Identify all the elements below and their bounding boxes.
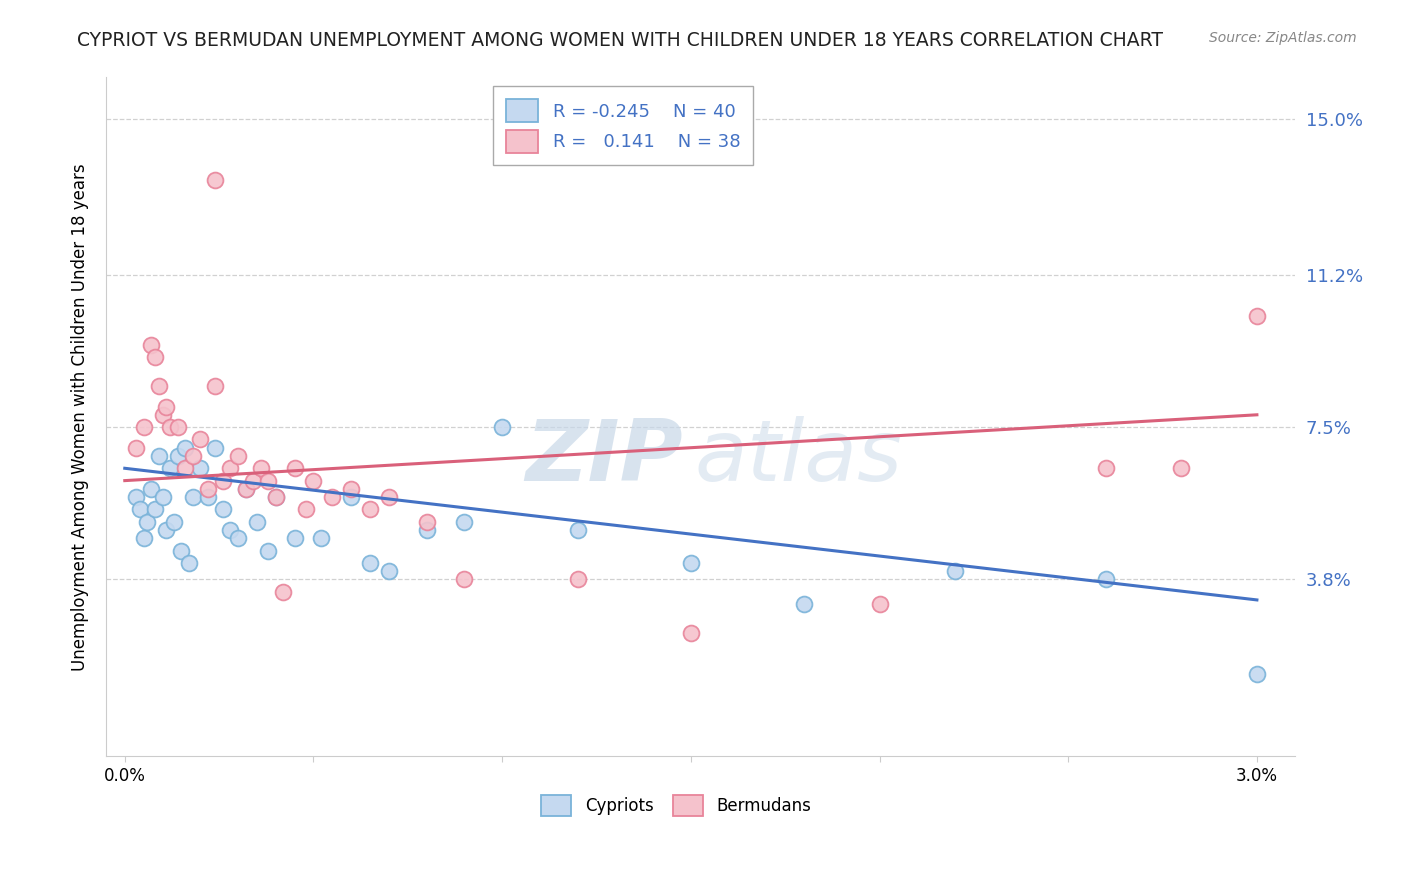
- Point: [321, 490, 343, 504]
- Legend: Cypriots, Bermudans: Cypriots, Bermudans: [534, 788, 818, 822]
- Point: [679, 556, 702, 570]
- Point: [219, 461, 242, 475]
- Point: [204, 379, 226, 393]
- Point: [174, 461, 197, 475]
- Point: [491, 420, 513, 434]
- Point: [242, 474, 264, 488]
- Point: [155, 400, 177, 414]
- Point: [246, 515, 269, 529]
- Point: [284, 531, 307, 545]
- Point: [170, 543, 193, 558]
- Point: [148, 449, 170, 463]
- Point: [340, 482, 363, 496]
- Point: [264, 490, 287, 504]
- Point: [1095, 461, 1118, 475]
- Point: [155, 523, 177, 537]
- Point: [128, 502, 150, 516]
- Text: atlas: atlas: [695, 416, 903, 500]
- Point: [869, 597, 891, 611]
- Point: [1246, 667, 1268, 681]
- Point: [177, 556, 200, 570]
- Point: [302, 474, 325, 488]
- Point: [152, 490, 174, 504]
- Text: CYPRIOT VS BERMUDAN UNEMPLOYMENT AMONG WOMEN WITH CHILDREN UNDER 18 YEARS CORREL: CYPRIOT VS BERMUDAN UNEMPLOYMENT AMONG W…: [77, 31, 1163, 50]
- Point: [378, 564, 401, 578]
- Point: [249, 461, 271, 475]
- Text: ZIP: ZIP: [524, 416, 682, 500]
- Point: [309, 531, 332, 545]
- Point: [197, 482, 219, 496]
- Point: [188, 433, 211, 447]
- Point: [212, 502, 235, 516]
- Point: [125, 441, 148, 455]
- Point: [159, 461, 181, 475]
- Point: [1170, 461, 1192, 475]
- Point: [181, 490, 204, 504]
- Point: [132, 531, 155, 545]
- Point: [567, 573, 589, 587]
- Point: [257, 543, 280, 558]
- Point: [204, 173, 226, 187]
- Point: [1095, 573, 1118, 587]
- Point: [125, 490, 148, 504]
- Point: [271, 584, 294, 599]
- Point: [152, 408, 174, 422]
- Point: [1246, 309, 1268, 323]
- Point: [174, 441, 197, 455]
- Point: [415, 523, 437, 537]
- Point: [219, 523, 242, 537]
- Point: [212, 474, 235, 488]
- Point: [188, 461, 211, 475]
- Point: [453, 573, 475, 587]
- Point: [143, 502, 166, 516]
- Point: [359, 556, 381, 570]
- Point: [166, 449, 188, 463]
- Point: [148, 379, 170, 393]
- Point: [679, 625, 702, 640]
- Point: [378, 490, 401, 504]
- Point: [204, 441, 226, 455]
- Point: [235, 482, 257, 496]
- Point: [567, 523, 589, 537]
- Y-axis label: Unemployment Among Women with Children Under 18 years: Unemployment Among Women with Children U…: [72, 163, 89, 671]
- Text: Source: ZipAtlas.com: Source: ZipAtlas.com: [1209, 31, 1357, 45]
- Point: [943, 564, 966, 578]
- Point: [197, 490, 219, 504]
- Point: [415, 515, 437, 529]
- Point: [226, 449, 249, 463]
- Point: [235, 482, 257, 496]
- Point: [257, 474, 280, 488]
- Point: [453, 515, 475, 529]
- Point: [159, 420, 181, 434]
- Point: [166, 420, 188, 434]
- Point: [181, 449, 204, 463]
- Point: [226, 531, 249, 545]
- Point: [132, 420, 155, 434]
- Point: [143, 350, 166, 364]
- Point: [141, 338, 163, 352]
- Point: [264, 490, 287, 504]
- Point: [284, 461, 307, 475]
- Point: [340, 490, 363, 504]
- Point: [136, 515, 159, 529]
- Point: [141, 482, 163, 496]
- Point: [359, 502, 381, 516]
- Point: [163, 515, 186, 529]
- Point: [295, 502, 318, 516]
- Point: [793, 597, 815, 611]
